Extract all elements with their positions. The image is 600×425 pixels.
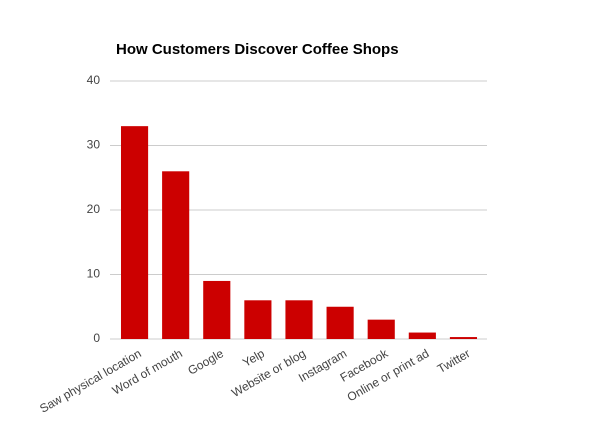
- bar: [203, 280, 231, 339]
- y-tick-label: 40: [87, 73, 101, 87]
- bar: [449, 337, 478, 339]
- y-tick-label: 30: [87, 138, 101, 152]
- bar: [367, 319, 395, 339]
- x-tick-label: Google: [185, 346, 226, 378]
- x-tick-label: Word of mouth: [110, 346, 185, 397]
- bar: [120, 126, 149, 340]
- x-tick-label: Twitter: [435, 346, 473, 376]
- bar: [326, 306, 354, 339]
- bar: [162, 171, 190, 339]
- chart-title: How Customers Discover Coffee Shops: [116, 41, 399, 58]
- bar: [285, 300, 313, 339]
- y-tick-label: 10: [87, 267, 101, 281]
- y-tick-label: 20: [87, 202, 101, 216]
- bar: [408, 332, 436, 339]
- bar: [244, 300, 272, 339]
- y-tick-label: 0: [93, 331, 100, 345]
- x-tick-label: Yelp: [240, 346, 267, 370]
